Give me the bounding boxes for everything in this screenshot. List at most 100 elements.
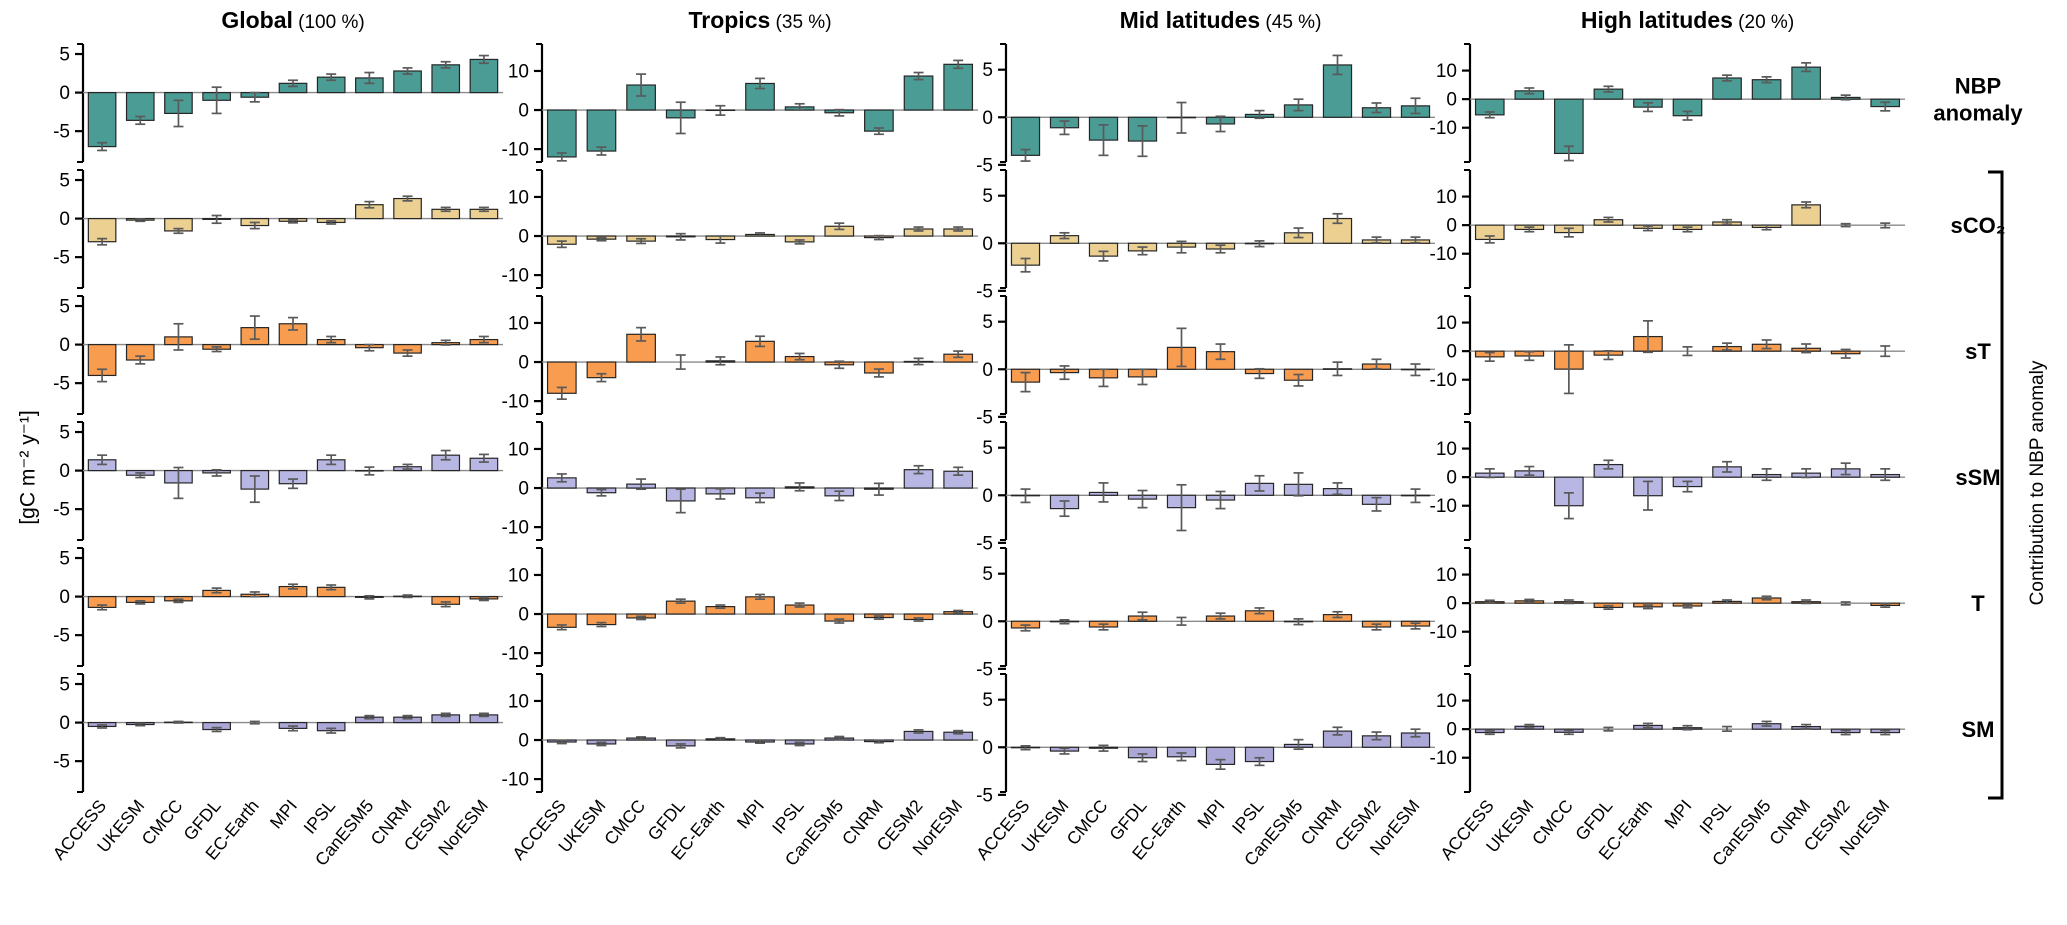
panel-high-latitudes-st: 10 0 -10 <box>1430 295 1905 415</box>
x-tick-label: CMCC <box>1528 796 1577 849</box>
bracket <box>1988 170 2004 800</box>
y-tick-label: -10 <box>502 266 529 287</box>
x-tick-label: ACCESS <box>1436 796 1498 864</box>
y-tick-label: 5 <box>59 45 70 66</box>
y-tick-label: 0 <box>59 83 70 104</box>
bar-ACCESS <box>546 109 577 158</box>
column-title: Global (100 %) <box>221 7 364 33</box>
y-tick-label: -10 <box>502 770 529 791</box>
y-tick-label: 0 <box>59 713 70 734</box>
y-tick-label: 0 <box>59 461 70 482</box>
panel-global-ssm: 5 0 -5 <box>53 421 503 541</box>
y-tick-label: 5 <box>982 438 993 459</box>
panel-tropics-t: 10 0 -10 <box>502 547 978 667</box>
y-tick-label: 0 <box>982 108 993 129</box>
y-tick-label: 0 <box>1446 594 1457 615</box>
row-label-3: sSM <box>1955 465 2000 490</box>
y-tick-label: -10 <box>1430 370 1457 391</box>
panel-high-latitudes-ssm: 10 0 -10 <box>1430 421 1905 541</box>
panel-global-t: 5 0 -5 <box>53 547 503 667</box>
y-tick-label: 10 <box>508 691 529 712</box>
y-axis-unit-label: [gC m⁻² y⁻¹] <box>16 410 40 525</box>
y-tick-label: 0 <box>1446 90 1457 111</box>
y-tick-label: 0 <box>982 234 993 255</box>
panel-mid-latitudes-t: 5 0 -5 <box>976 547 1435 680</box>
bar-NorESM <box>943 63 974 111</box>
panel-high-latitudes-t: 10 0 -10 <box>1430 547 1905 667</box>
row-label-0: NBP anomaly <box>1933 74 2023 126</box>
x-tick-label: CMCC <box>137 796 186 849</box>
y-tick-label: 0 <box>59 587 70 608</box>
bar-CMCC <box>1554 98 1584 155</box>
y-tick-label: 10 <box>1436 187 1457 208</box>
y-tick-label: -10 <box>502 518 529 539</box>
y-tick-label: 5 <box>982 186 993 207</box>
y-tick-label: -10 <box>1430 748 1457 769</box>
row-label-1: sCO₂ <box>1950 213 2005 238</box>
y-tick-label: 0 <box>1446 342 1457 363</box>
y-tick-label: 10 <box>508 313 529 334</box>
row-label-5: SM <box>1962 717 1995 742</box>
y-tick-label: 5 <box>59 549 70 570</box>
y-tick-label: -10 <box>502 392 529 413</box>
y-tick-label: -5 <box>976 281 993 302</box>
y-tick-label: 5 <box>59 675 70 696</box>
y-tick-label: 5 <box>59 297 70 318</box>
y-tick-label: 10 <box>508 565 529 586</box>
x-tick-label: MPI <box>1193 796 1228 833</box>
y-tick-label: 5 <box>982 60 993 81</box>
panel-mid-latitudes-nbp: 5 0 -5 <box>976 43 1435 176</box>
y-tick-label: 0 <box>982 612 993 633</box>
y-tick-label: -5 <box>976 407 993 428</box>
y-tick-label: 10 <box>1436 313 1457 334</box>
y-tick-label: 0 <box>518 731 529 752</box>
bar-NorESM <box>469 58 499 94</box>
y-tick-label: -5 <box>53 122 70 143</box>
y-tick-label: 0 <box>518 227 529 248</box>
y-tick-label: 0 <box>982 738 993 759</box>
panel-tropics-ssm: 10 0 -10 <box>502 421 978 541</box>
y-tick-label: -5 <box>53 752 70 773</box>
panel-global-st: 5 0 -5 <box>53 295 503 415</box>
x-tick-label: ACCESS <box>49 796 111 864</box>
y-tick-label: 10 <box>1436 439 1457 460</box>
y-tick-label: 5 <box>59 423 70 444</box>
x-tick-label: MPI <box>733 796 768 833</box>
x-tick-label: MPI <box>1660 796 1695 833</box>
y-tick-label: 10 <box>508 439 529 460</box>
panel-global-nbp: 5 0 -5 <box>53 43 503 163</box>
y-tick-label: 5 <box>59 171 70 192</box>
column-title: Mid latitudes (45 %) <box>1120 7 1322 33</box>
bar-UKESM <box>586 109 617 152</box>
bar-CNRM <box>1791 66 1821 100</box>
y-tick-label: 0 <box>1446 468 1457 489</box>
panel-tropics-sco2: 10 0 -10 <box>502 169 978 289</box>
y-tick-label: -5 <box>976 785 993 806</box>
y-tick-label: 5 <box>982 312 993 333</box>
y-tick-label: 10 <box>1436 61 1457 82</box>
y-tick-label: 0 <box>59 209 70 230</box>
y-tick-label: -10 <box>1430 622 1457 643</box>
x-tick-label: CMCC <box>600 796 649 849</box>
y-tick-label: 0 <box>518 605 529 626</box>
x-tick-label: ACCESS <box>508 796 570 864</box>
y-tick-label: 0 <box>59 335 70 356</box>
y-tick-label: 5 <box>982 690 993 711</box>
y-tick-label: -5 <box>976 155 993 176</box>
y-tick-label: -5 <box>53 248 70 269</box>
y-tick-label: 10 <box>1436 691 1457 712</box>
y-tick-label: -10 <box>1430 244 1457 265</box>
y-tick-label: -5 <box>53 626 70 647</box>
y-tick-label: 0 <box>518 101 529 122</box>
bar-CESM2 <box>903 75 934 111</box>
panel-tropics-nbp: 10 0 -10 <box>502 43 978 163</box>
panel-global-sco2: 5 0 -5 <box>53 169 503 289</box>
bar-ACCESS <box>87 91 117 148</box>
x-tick-label: CMCC <box>1062 796 1111 849</box>
bracket-label: Contribution to NBP anomaly <box>2027 360 2048 606</box>
